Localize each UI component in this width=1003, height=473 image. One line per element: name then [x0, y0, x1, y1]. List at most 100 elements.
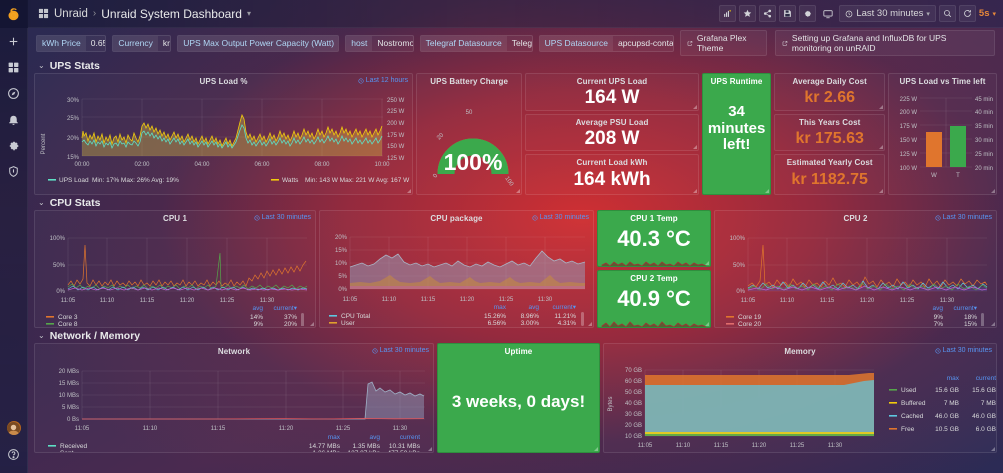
add-panel-icon[interactable] — [719, 5, 737, 22]
ups-stats-row: UPS Load % Last 12 hours Percent Watts 3… — [34, 73, 997, 195]
sidebar-item-dashboards[interactable] — [0, 54, 28, 80]
svg-text:225 W: 225 W — [900, 97, 918, 103]
svg-text:11:15: 11:15 — [140, 298, 155, 304]
grafana-logo-icon[interactable] — [0, 0, 28, 28]
variable-value[interactable]: 0.65▾ — [86, 36, 106, 51]
panel-resize-handle[interactable] — [692, 104, 697, 109]
panel-title: Memory — [784, 347, 816, 356]
clock-icon — [935, 347, 941, 354]
star-icon[interactable] — [739, 5, 757, 22]
save-icon[interactable] — [779, 5, 797, 22]
panel-title: CPU 2 — [843, 214, 868, 223]
variable-value[interactable]: Nostromo▾ — [372, 36, 412, 51]
panel-ups-runtime[interactable]: UPS Runtime 34 minutes left! — [701, 73, 772, 195]
panel-resize-handle[interactable] — [879, 145, 884, 150]
panel-title: Current UPS Load — [576, 77, 648, 86]
panel-memory[interactable]: Memory Last 30 minutes Bytes 70 GB 60 GB… — [603, 343, 997, 453]
panel-current-load-kwh[interactable]: Current Load kWh 164 kWh — [525, 154, 699, 195]
svg-text:15.26%: 15.26% — [484, 313, 506, 320]
row-header-network-memory[interactable]: ⌄ Network / Memory — [34, 328, 997, 343]
panel-this-years-cost[interactable]: This Years Cost kr 175.63 — [774, 113, 886, 152]
svg-text:current: current — [400, 434, 420, 441]
svg-text:11:25: 11:25 — [336, 426, 351, 432]
panel-resize-handle[interactable] — [705, 261, 709, 265]
panel-network[interactable]: Network Last 30 minutes 20 MBs 15 MBs 10… — [34, 343, 434, 453]
panel-title: CPU 2 Temp — [630, 274, 678, 283]
svg-text:11:15: 11:15 — [820, 298, 835, 304]
svg-text:11.21%: 11.21% — [554, 313, 576, 320]
panel-ups-load-percent[interactable]: UPS Load % Last 12 hours Percent Watts 3… — [34, 73, 414, 195]
panel-resize-handle[interactable] — [991, 447, 995, 451]
svg-text:11:05: 11:05 — [343, 297, 358, 303]
variable-label: UPS Max Output Power Capacity (Watt) — [178, 35, 339, 51]
panel-resize-handle[interactable] — [765, 189, 770, 193]
panel-cpu-2-temp[interactable]: CPU 2 Temp 40.9 °C — [597, 270, 711, 328]
svg-text:5%: 5% — [338, 274, 347, 280]
panel-resize-handle[interactable] — [594, 447, 598, 451]
clock-icon — [372, 347, 378, 354]
dashboard-link-grafana-plex-theme[interactable]: Grafana Plex Theme — [680, 30, 768, 56]
panel-average-daily-cost[interactable]: Average Daily Cost kr 2.66 — [774, 73, 886, 111]
panel-resize-handle[interactable] — [428, 447, 432, 451]
variable-value[interactable]: kr▾ — [158, 36, 170, 51]
sidebar-item-configuration[interactable] — [0, 132, 28, 158]
panel-cpu-package[interactable]: CPU package Last 30 minutes 20% 15% 10% … — [319, 210, 594, 328]
panel-current-ups-load[interactable]: Current UPS Load 164 W — [525, 73, 699, 111]
refresh-icon[interactable] — [958, 5, 976, 22]
page-title[interactable]: Unraid System Dashboard — [101, 6, 242, 21]
panel-resize-handle[interactable] — [991, 189, 995, 193]
panel-cpu-1-temp[interactable]: CPU 1 Temp 40.3 °C — [597, 210, 711, 267]
svg-text:10.5 GB: 10.5 GB — [935, 426, 959, 433]
panel-title: CPU 1 Temp — [630, 214, 678, 223]
svg-text:current▾: current▾ — [274, 305, 298, 312]
stat-value: kr 1182.75 — [791, 171, 868, 189]
svg-text:60 GB: 60 GB — [625, 379, 642, 385]
panel-cpu-1[interactable]: CPU 1 Last 30 minutes 100% 50% 0% — [34, 210, 316, 328]
dashboards-breadcrumb-icon[interactable] — [38, 8, 49, 19]
dashboard-link-ups-monitoring-guide[interactable]: Setting up Grafana and InfluxDB for UPS … — [775, 30, 995, 56]
variable-value[interactable]: Telegraf▾ — [507, 36, 532, 51]
row-header-ups-stats[interactable]: ⌄ UPS Stats — [34, 58, 997, 73]
panel-resize-handle[interactable] — [310, 322, 314, 326]
row-title: CPU Stats — [49, 196, 101, 209]
panel-estimated-yearly-cost[interactable]: Estimated Yearly Cost kr 1182.75 — [774, 154, 886, 195]
network-chart: 20 MBs 15 MBs 10 MBs 5 MBs 0 Bs 11:05 — [48, 369, 425, 452]
panel-resize-handle[interactable] — [588, 322, 592, 326]
panel-average-psu-load[interactable]: Average PSU Load 208 W — [525, 113, 699, 152]
svg-text:11:15: 11:15 — [211, 426, 226, 432]
panel-resize-handle[interactable] — [705, 322, 709, 326]
panel-ups-battery-charge[interactable]: UPS Battery Charge 0 20 50 100 100% — [416, 73, 523, 195]
panel-resize-handle[interactable] — [879, 104, 884, 109]
tv-mode-icon[interactable] — [819, 5, 836, 22]
sidebar-item-alerting[interactable] — [0, 106, 28, 132]
user-avatar[interactable] — [0, 415, 28, 441]
panel-cpu-2[interactable]: CPU 2 Last 30 minutes 100% 50% 0% — [714, 210, 997, 328]
svg-text:Free: Free — [901, 426, 915, 433]
sidebar-item-explore[interactable] — [0, 80, 28, 106]
sidebar-item-create[interactable] — [0, 28, 28, 54]
panel-resize-handle[interactable] — [879, 189, 884, 193]
panel-resize-handle[interactable] — [692, 189, 697, 193]
panel-title: Average Daily Cost — [792, 77, 867, 86]
panel-uptime[interactable]: Uptime 3 weeks, 0 days! — [437, 343, 600, 453]
svg-text:10:00: 10:00 — [374, 162, 390, 168]
panel-resize-handle[interactable] — [407, 189, 412, 193]
share-icon[interactable] — [759, 5, 777, 22]
panel-ups-load-vs-time-left[interactable]: UPS Load vs Time left 225 W 200 W 175 W … — [888, 73, 997, 195]
search-icon[interactable] — [938, 5, 956, 22]
panel-resize-handle[interactable] — [692, 145, 697, 150]
panel-resize-handle[interactable] — [516, 189, 521, 193]
refresh-interval-label[interactable]: 5s — [978, 8, 990, 19]
dashboard-link-label: Grafana Plex Theme — [696, 33, 747, 53]
panel-time-range: Last 12 hours — [358, 77, 408, 84]
sidebar-item-server-admin[interactable] — [0, 158, 28, 184]
breadcrumb-root[interactable]: Unraid — [54, 7, 88, 20]
refresh-caret[interactable]: ▾ — [992, 10, 996, 18]
dashboard-settings-icon[interactable] — [799, 5, 817, 22]
panel-resize-handle[interactable] — [991, 322, 995, 326]
variable-value[interactable]: apcupsd-container▾ — [613, 36, 673, 51]
help-icon[interactable] — [0, 441, 28, 467]
dashboard-dropdown-caret[interactable]: ▾ — [246, 9, 251, 18]
row-header-cpu-stats[interactable]: ⌄ CPU Stats — [34, 195, 997, 210]
time-range-picker[interactable]: Last 30 minutes ▾ — [839, 5, 936, 22]
